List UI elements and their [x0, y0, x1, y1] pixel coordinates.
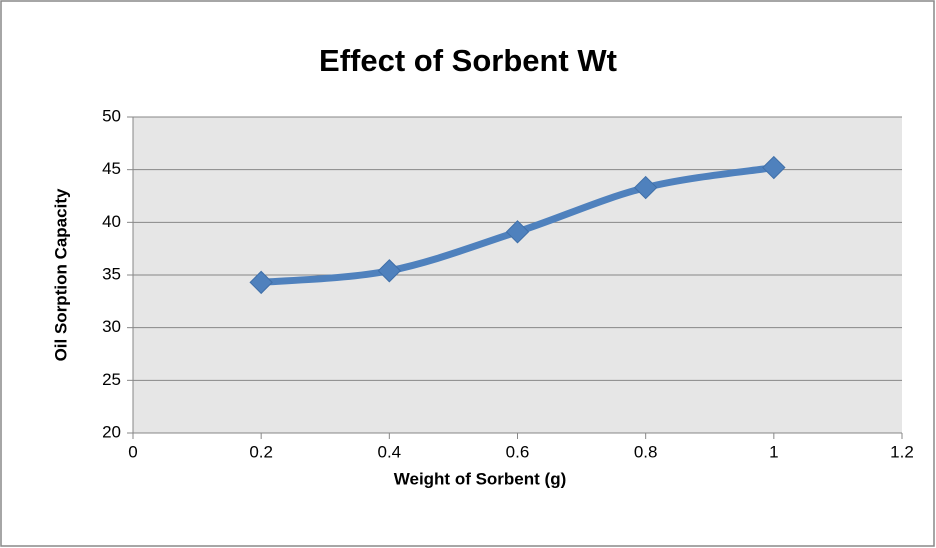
x-tick-label: 0 — [128, 442, 137, 461]
x-axis-label: Weight of Sorbent (g) — [394, 469, 567, 488]
y-tick-label: 20 — [102, 422, 121, 441]
y-tick-label: 30 — [102, 317, 121, 336]
x-tick-label: 0.2 — [249, 442, 273, 461]
x-tick-label: 0.8 — [634, 442, 658, 461]
x-tick-label: 0.4 — [378, 442, 402, 461]
y-axis-label: Oil Sorption Capacity — [51, 188, 70, 361]
data-point — [249, 270, 273, 295]
data-point — [762, 155, 786, 180]
x-tick-label: 0.6 — [506, 442, 530, 461]
y-tick-label: 45 — [102, 159, 121, 178]
data-point — [377, 259, 402, 283]
data-point — [633, 175, 658, 200]
y-tick-label: 50 — [102, 106, 121, 125]
x-tick-label: 1 — [769, 442, 778, 461]
y-tick-label: 40 — [102, 212, 121, 231]
x-tick-label: 1.2 — [890, 442, 914, 461]
y-tick-label: 25 — [102, 370, 121, 389]
y-tick-label: 35 — [102, 264, 121, 283]
chart-title: Effect of Sorbent Wt — [319, 43, 617, 78]
data-point — [505, 220, 530, 244]
